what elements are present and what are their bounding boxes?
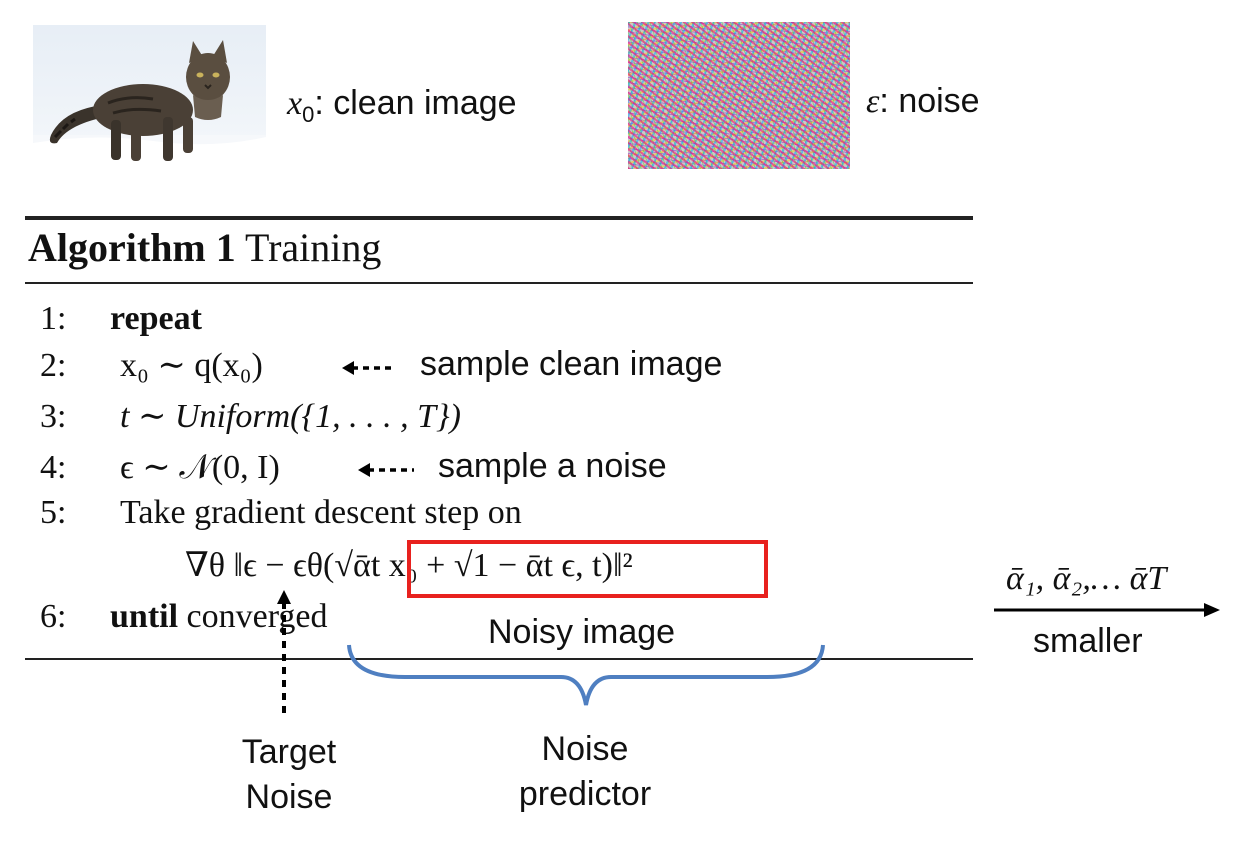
line-text: repeat — [110, 300, 202, 337]
line-text: converged — [186, 598, 328, 635]
sample-noise-annotation: sample a noise — [438, 447, 667, 485]
line-text: t ∼ Uniform({1, . . . , T}) — [120, 398, 461, 435]
algorithm-title: Algorithm 1 Training — [28, 224, 381, 271]
alpha-schedule: ᾱ₁, ᾱ₂,… ᾱT — [1006, 560, 1167, 597]
clean-var: x — [287, 85, 303, 122]
line-number: 5: — [40, 494, 67, 531]
arrow-left-icon — [342, 361, 396, 375]
noise-predictor-label: Noise predictor — [495, 730, 675, 814]
target-noise-line-2: Noise — [245, 778, 333, 816]
bottom-rule — [25, 658, 973, 660]
line-number: 4: — [40, 449, 67, 486]
noisy-image-label: Noisy image — [488, 613, 676, 651]
line-text: x₀ ∼ q(x₀) — [120, 347, 263, 384]
alg-line-3: 3: t ∼ Uniform({1, . . . , T}) — [40, 396, 461, 436]
noisy-image-highlight-box — [407, 540, 768, 598]
arrow-right-icon — [994, 603, 1220, 617]
noise-label: ε: noise — [866, 82, 980, 120]
clean-image-label: x0: clean image — [287, 84, 517, 127]
line-number: 6: — [40, 598, 67, 635]
clean-image-cat — [33, 25, 266, 180]
brace-icon — [347, 644, 825, 706]
line-number: 1: — [40, 300, 67, 337]
noise-var: ε — [866, 83, 880, 120]
target-noise-line-1: Target — [241, 733, 337, 771]
smaller-label: smaller — [1033, 622, 1143, 660]
alg-line-4: 4: ϵ ∼ 𝒩(0, I) — [40, 447, 280, 487]
line-number: 3: — [40, 398, 67, 435]
sample-clean-annotation: sample clean image — [420, 345, 723, 383]
noise-predictor-line-1: Noise — [541, 730, 629, 768]
line-text: ϵ ∼ 𝒩(0, I) — [120, 449, 280, 486]
target-noise-label: Target Noise — [229, 733, 349, 817]
alg-line-2: 2: x₀ ∼ q(x₀) — [40, 345, 263, 385]
alg-line-6: 6: until converged — [40, 598, 328, 636]
line-number: 2: — [40, 347, 67, 384]
alg-line-1: 1: repeat — [40, 300, 202, 338]
arrow-left-icon — [358, 463, 414, 477]
alg-line-5: 5: Take gradient descent step on — [40, 494, 522, 532]
clean-sub: 0 — [302, 102, 315, 127]
noise-image — [628, 22, 850, 169]
noise-label-text: noise — [898, 82, 980, 120]
mid-rule — [25, 282, 973, 284]
cat-icon — [33, 40, 266, 180]
algorithm-title-bold: Algorithm 1 — [28, 225, 236, 270]
clean-label-text: clean image — [333, 84, 517, 122]
arrow-up-icon — [277, 590, 291, 716]
top-rule — [25, 216, 973, 220]
line-text: Take gradient descent step on — [120, 494, 522, 531]
algorithm-title-rest: Training — [245, 225, 382, 270]
noise-predictor-line-2: predictor — [518, 775, 652, 813]
line-keyword: until — [110, 598, 179, 635]
